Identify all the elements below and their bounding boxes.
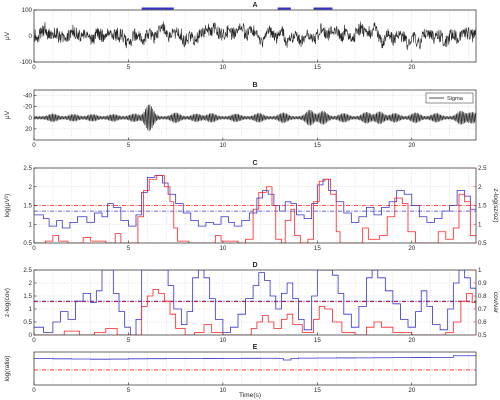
axes-frame [33, 351, 477, 386]
y-tick-label-right: 1 [478, 267, 482, 274]
x-tick-label: 10 [219, 64, 226, 71]
y-tick-label: 0 [29, 332, 33, 339]
plot-area [34, 355, 476, 371]
y-tick-label: -20 [23, 104, 33, 111]
x-tick-label: 5 [127, 245, 131, 252]
x-tick-label: 20 [408, 142, 415, 149]
x-tick-label: 0 [32, 64, 36, 71]
y-axis-label: μV [4, 31, 11, 40]
x-tick-label: 10 [219, 337, 226, 344]
x-axis-label: Time(s) [239, 392, 261, 399]
sigma-trace [34, 104, 476, 132]
y-tick-label: 0 [29, 115, 33, 122]
panel-e: 0 5 10 15 20 log(ratio) E [4, 344, 477, 394]
y-tick-label: -100 [20, 59, 33, 66]
blue-trace [34, 355, 476, 361]
plot-area [34, 21, 476, 50]
x-tick-label: 15 [314, 64, 321, 71]
y-tick-label: 20 [25, 126, 32, 133]
y-tick-label: 2 [29, 184, 33, 191]
y-axis-label: log(μV²) [4, 194, 11, 218]
x-tick-label: 5 [127, 387, 131, 394]
x-tick-label: 20 [408, 337, 415, 344]
y-tick-label: 0 [29, 33, 33, 40]
legend-box [425, 92, 474, 104]
x-tick-label: 0 [32, 245, 36, 252]
panel-title: A [252, 2, 257, 9]
y-axis-label-right: cov/var [492, 292, 499, 314]
y-tick-label-right: 0.5 [478, 240, 487, 247]
x-tick-label: 20 [408, 64, 415, 71]
y-tick-label: 2.5 [23, 165, 32, 172]
x-tick-label: 5 [127, 337, 131, 344]
x-tick-label: 10 [219, 387, 226, 394]
y-tick-label-right: 0.9 [478, 280, 487, 287]
y-tick-label: 2.5 [23, 267, 32, 274]
legend: Sigma [425, 92, 474, 104]
x-tick-label: 20 [408, 387, 415, 394]
x-tick-label: 0 [32, 142, 36, 149]
y-tick-label: 100 [22, 7, 33, 14]
panel-title: B [252, 82, 257, 89]
plot-area [34, 175, 476, 243]
y-axis-label-right: z-log(sz/oz) [492, 188, 499, 222]
blue-trace [34, 270, 476, 335]
y-tick-label-right: 0.8 [478, 293, 487, 300]
y-tick-label-right: 2 [478, 184, 482, 191]
x-tick-label: 15 [314, 142, 321, 149]
y-tick-label: 1 [29, 221, 33, 228]
y-tick-label: 2 [29, 280, 33, 287]
panel-title: C [252, 160, 257, 167]
axes-frame [33, 89, 477, 141]
x-tick-label: 0 [32, 337, 36, 344]
y-tick-label: 0.5 [23, 319, 32, 326]
x-tick-label: 5 [127, 64, 131, 71]
y-tick-label-right: 1.5 [478, 203, 487, 210]
y-tick-label-right: 1 [478, 221, 482, 228]
x-tick-label: 5 [127, 142, 131, 149]
x-tick-label: 0 [32, 387, 36, 394]
x-tick-label: 15 [314, 337, 321, 344]
y-tick-label: 1.5 [23, 203, 32, 210]
x-tick-label: 10 [219, 245, 226, 252]
y-tick-label-right: 0.5 [478, 332, 487, 339]
x-tick-label: 10 [219, 142, 226, 149]
y-tick-label: 1 [29, 306, 33, 313]
y-tick-label-right: 0.7 [478, 306, 487, 313]
y-tick-label-right: 2.5 [478, 165, 487, 172]
panel-c: 0 5 10 15 20 0.5 1 1.5 2 2.5 0.5 1 1.5 2 2.5 z-log(sz/o… [4, 160, 499, 252]
y-tick-label-right: 0.6 [478, 319, 487, 326]
red-trace [34, 289, 476, 335]
red-trace [34, 175, 476, 243]
axes-frame [33, 269, 477, 336]
x-tick-label: 15 [314, 245, 321, 252]
y-axis-label: z-log(cov) [4, 288, 11, 317]
y-tick-label: 1.5 [23, 293, 32, 300]
plot-area [34, 270, 476, 335]
plot-area [34, 104, 476, 132]
legend-label: Sigma [447, 96, 464, 102]
y-tick-label: -40 [23, 93, 33, 100]
panel-title: E [253, 344, 258, 351]
panel-d: 0 5 10 15 20 0 0.5 1 1.5 2 2.5 0.5 0.6 0.7 0.8 0.9 1 cov/… [4, 262, 499, 344]
signal-trace [34, 21, 476, 50]
panel-b: 0 5 10 15 20 -40 -20 0 20 μV B Sigma [4, 82, 477, 149]
panel-title: D [252, 262, 257, 269]
y-axis-label: μV [4, 110, 11, 119]
y-tick-label: 0.5 [23, 240, 32, 247]
blue-trace [34, 175, 476, 229]
x-tick-label: 15 [314, 387, 321, 394]
y-axis-label: log(ratio) [4, 355, 11, 381]
x-tick-label: 20 [408, 245, 415, 252]
